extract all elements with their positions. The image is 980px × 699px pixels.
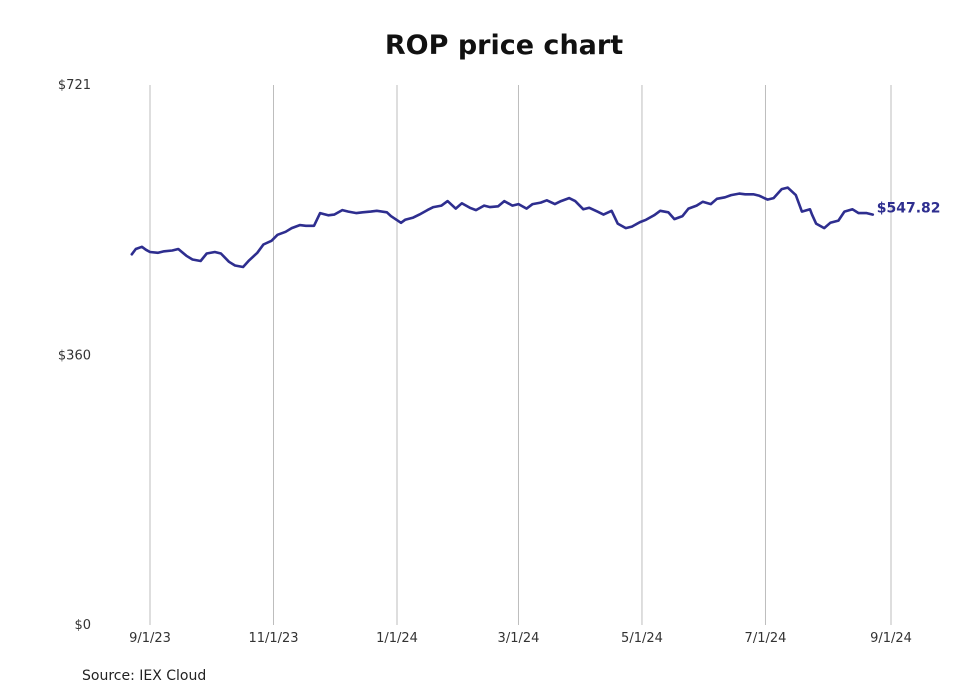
gridlines xyxy=(149,85,892,625)
x-tick-label: 9/1/23 xyxy=(129,631,171,646)
last-price-label: $547.82 xyxy=(877,201,941,217)
x-axis-ticks: 9/1/23 11/1/23 1/1/24 3/1/24 5/1/24 7/1/24 9/1… xyxy=(129,631,912,646)
chart-title: ROP price chart xyxy=(384,30,624,61)
x-tick-label: 5/1/24 xyxy=(621,631,663,646)
y-tick-label: $0 xyxy=(74,618,91,633)
source-note: Source: IEX Cloud xyxy=(82,668,207,684)
y-tick-label: $721 xyxy=(58,78,91,93)
price-line xyxy=(130,186,875,269)
x-tick-label: 11/1/23 xyxy=(248,631,298,646)
x-tick-label: 7/1/24 xyxy=(745,631,787,646)
y-axis-ticks: $0 $360 $721 xyxy=(58,78,91,633)
y-tick-label: $360 xyxy=(58,348,91,363)
x-tick-label: 9/1/24 xyxy=(870,631,912,646)
x-tick-label: 3/1/24 xyxy=(498,631,540,646)
x-tick-label: 1/1/24 xyxy=(376,631,418,646)
